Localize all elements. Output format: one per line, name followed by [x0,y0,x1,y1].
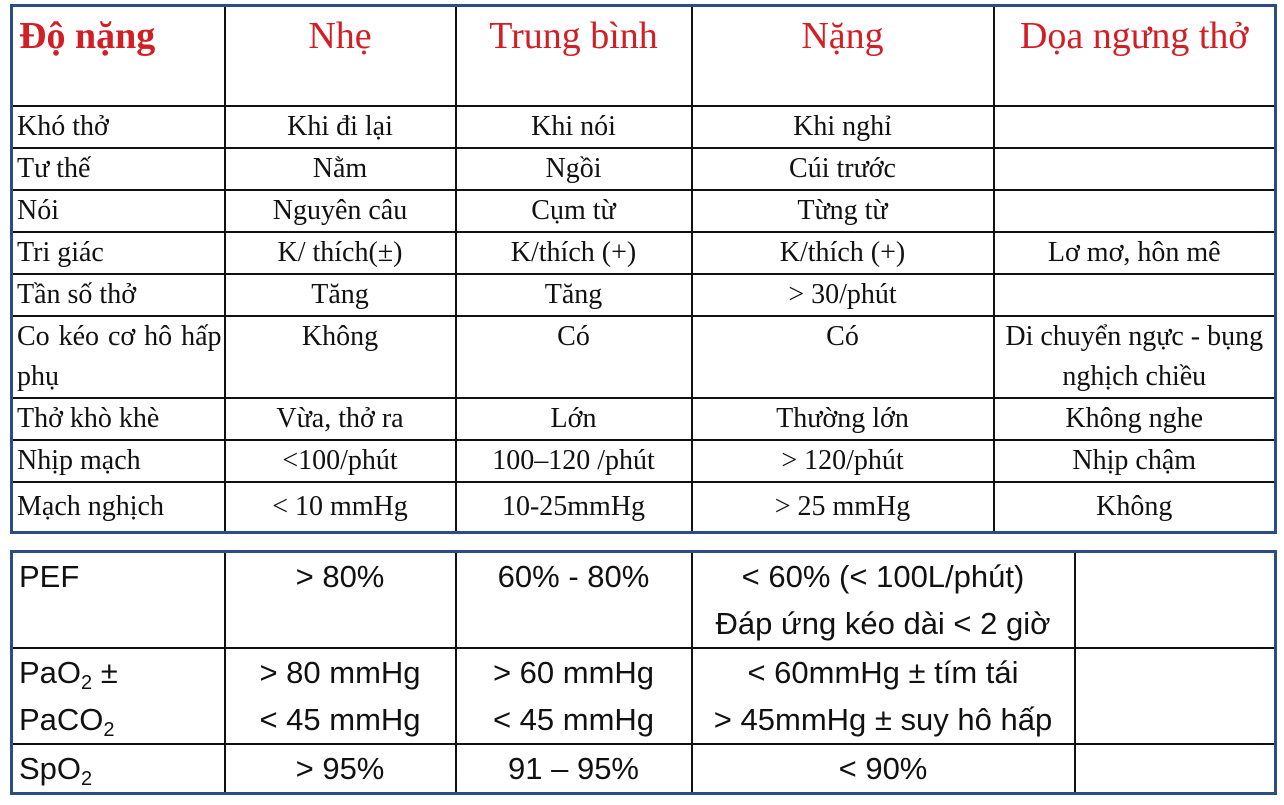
header-moderate: Trung bình [454,4,693,107]
paco2-label: PaCO2 [19,702,115,741]
table-row: Mạch nghịch < 10 mmHg 10-25mmHg > 25 mmH… [10,481,1277,534]
header-severe: Nặng [690,4,995,107]
row-label-pulse: Nhịp mạch [10,439,226,483]
table-row: Tư thế Nằm Ngồi Cúi trước [10,147,1277,191]
table-cell: Cúi trước [690,147,995,191]
header-imminent-arrest: Dọa ngưng thở [992,4,1277,107]
table-cell: Có [454,315,693,399]
severity-header-row: Độ nặng Nhẹ Trung bình Nặng Dọa ngưng th… [10,4,1277,107]
table-cell: Cụm từ [454,189,693,233]
table-cell: Tăng [223,273,457,317]
pef-severe-line-2: Đáp ứng kéo dài < 2 giờ [715,606,1051,641]
table-cell: > 30/phút [690,273,995,317]
table-cell [1073,550,1277,649]
table-row: PEF > 80% 60% - 80% < 60% (< 100L/phút) … [10,550,1277,649]
table-cell: < 60% (< 100L/phút) Đáp ứng kéo dài < 2 … [690,550,1076,649]
table-cell [992,105,1277,149]
table-cell: 60% - 80% [454,550,693,649]
gas-moderate-line-2: < 45 mmHg [492,702,655,737]
row-label-respiratory-rate: Tần số thở [10,273,226,317]
row-label-blood-gas: PaO2 ± PaCO2 [10,647,226,745]
table-cell: Di chuyển ngực - bụng nghịch chiều [992,315,1277,399]
table-cell: Thường lớn [690,397,995,441]
table-cell: Tăng [454,273,693,317]
table-cell: Nằm [223,147,457,191]
table-cell: Có [690,315,995,399]
table-cell: Không nghe [992,397,1277,441]
table-row: Nói Nguyên câu Cụm từ Từng từ [10,189,1277,233]
table-cell [1073,647,1277,745]
table-cell: Không [223,315,457,399]
table-cell: 10-25mmHg [454,481,693,534]
lab-values-table: PEF > 80% 60% - 80% < 60% (< 100L/phút) … [10,550,1277,795]
table-cell: > 120/phút [690,439,995,483]
pao2-label: PaO2 ± [19,655,118,694]
table-cell: K/ thích(±) [223,231,457,275]
table-cell: 91 – 95% [454,743,693,795]
table-cell [1073,743,1277,795]
table-cell: Nguyên câu [223,189,457,233]
table-cell: K/thích (+) [690,231,995,275]
table-cell: < 10 mmHg [223,481,457,534]
table-row: Nhịp mạch <100/phút 100–120 /phút > 120/… [10,439,1277,483]
table-cell: Lớn [454,397,693,441]
row-label-consciousness: Tri giác [10,231,226,275]
gas-mild-line-1: > 80 mmHg [259,655,421,690]
table-cell: > 80% [223,550,457,649]
table-cell: Khi nghỉ [690,105,995,149]
table-cell: > 95% [223,743,457,795]
table-row: Tri giác K/ thích(±) K/thích (+) K/thích… [10,231,1277,275]
row-label-speech: Nói [10,189,226,233]
table-cell: > 25 mmHg [690,481,995,534]
row-label-pef: PEF [10,550,226,649]
gas-severe-line-2: > 45mmHg ± suy hô hấp [713,702,1053,737]
row-label-posture: Tư thế [10,147,226,191]
asthma-severity-table: Độ nặng Nhẹ Trung bình Nặng Dọa ngưng th… [10,4,1277,534]
gas-moderate-line-1: > 60 mmHg [492,655,655,690]
table-cell: Từng từ [690,189,995,233]
table-cell: 100–120 /phút [454,439,693,483]
table-cell [992,189,1277,233]
table-cell: Lơ mơ, hôn mê [992,231,1277,275]
table-row: Thở khò khè Vừa, thở ra Lớn Thường lớn K… [10,397,1277,441]
table-cell: Ngồi [454,147,693,191]
row-label-accessory-muscles: Co kéo cơ hô hấp phụ [10,315,226,399]
table-cell: K/thích (+) [454,231,693,275]
row-label-pulsus-paradoxus: Mạch nghịch [10,481,226,534]
table-cell: Không [992,481,1277,534]
table-cell: Khi đi lại [223,105,457,149]
table-cell: > 60 mmHg < 45 mmHg [454,647,693,745]
table-row: SpO2 > 95% 91 – 95% < 90% [10,743,1277,795]
table-cell [992,273,1277,317]
table-cell: < 60mmHg ± tím tái > 45mmHg ± suy hô hấp [690,647,1076,745]
table-row: Co kéo cơ hô hấp phụ Không Có Có Di chuy… [10,315,1277,399]
table-cell [992,147,1277,191]
table-cell: Vừa, thở ra [223,397,457,441]
header-severity: Độ nặng [10,4,226,107]
table-cell: > 80 mmHg < 45 mmHg [223,647,457,745]
row-label-wheeze: Thở khò khè [10,397,226,441]
row-label-dyspnea: Khó thở [10,105,226,149]
header-mild: Nhẹ [223,4,457,107]
table-cell: <100/phút [223,439,457,483]
table-cell: < 90% [690,743,1076,795]
table-cell: Khi nói [454,105,693,149]
row-label-spo2: SpO2 [10,743,226,795]
table-cell: Nhịp chậm [992,439,1277,483]
table-row: Tần số thở Tăng Tăng > 30/phút [10,273,1277,317]
table-row: PaO2 ± PaCO2 > 80 mmHg < 45 mmHg > 60 mm… [10,647,1277,745]
gas-mild-line-2: < 45 mmHg [259,702,421,737]
pef-severe-line-1: < 60% (< 100L/phút) [741,559,1025,594]
gas-severe-line-1: < 60mmHg ± tím tái [747,655,1019,690]
table-row: Khó thở Khi đi lại Khi nói Khi nghỉ [10,105,1277,149]
